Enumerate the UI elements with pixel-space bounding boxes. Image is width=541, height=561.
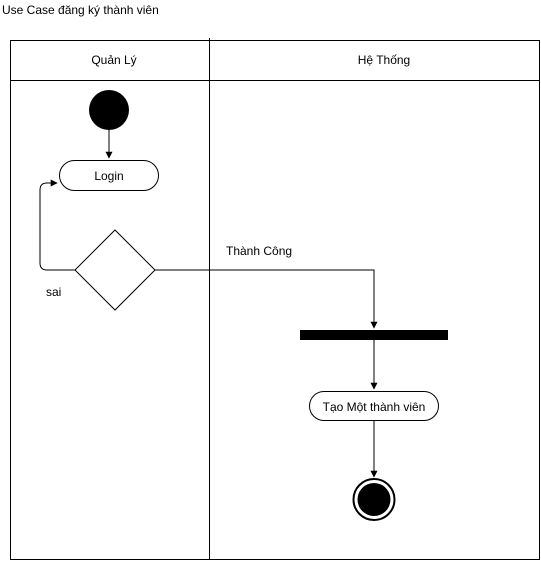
swimlane-frame: [10, 40, 540, 560]
final-node-inner: [357, 483, 391, 516]
edge-success-label: Thành Công: [226, 244, 292, 258]
swimlane-header-quan-ly: Quản Lý: [91, 53, 136, 67]
edge-fail-label: sai: [46, 285, 61, 299]
edge-success: [155, 269, 378, 329]
create-member-action-label: Tạo Một thành viên: [323, 400, 426, 414]
decision-node: [74, 229, 156, 311]
login-action: [59, 160, 159, 191]
login-action-label: Login: [94, 169, 123, 183]
swimlane-header-he-thong: Hệ Thống: [358, 53, 410, 67]
diagram-title: Use Case đăng ký thành viên: [2, 3, 159, 17]
create-member-action: [309, 391, 439, 421]
edge-fail-loop: [39, 179, 75, 271]
fork-bar: [300, 330, 448, 340]
initial-node: [89, 90, 129, 130]
